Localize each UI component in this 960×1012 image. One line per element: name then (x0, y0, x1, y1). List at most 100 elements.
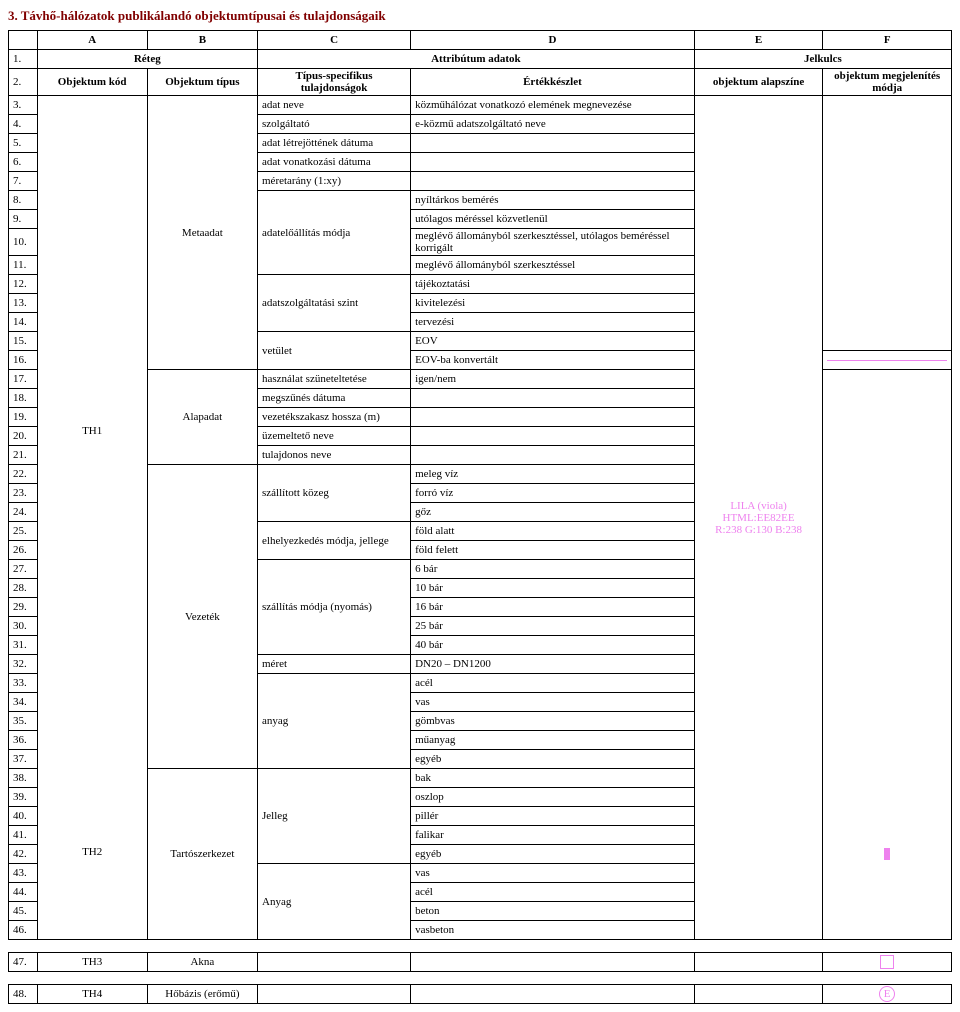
row1-reteg: Réteg (37, 50, 257, 69)
cell: használat szüneteltetése (258, 370, 411, 389)
alapadat-cell: Alapadat (147, 370, 257, 465)
cell (411, 446, 695, 465)
cell: utólagos méréssel közvetlenül (411, 210, 695, 229)
empty-b-col: TH1 TH2 (37, 96, 147, 940)
cell: vasbeton (411, 921, 695, 940)
cell: adatelőállítás módja (258, 191, 411, 275)
cell: e-közmű adatszolgáltató neve (411, 115, 695, 134)
cell: szállítás módja (nyomás) (258, 560, 411, 655)
spacer (9, 972, 952, 985)
row-num: 3. (9, 96, 38, 115)
row-num: 1. (9, 50, 38, 69)
row-num: 2. (9, 69, 38, 96)
cell: föld alatt (411, 522, 695, 541)
cell: 16 bár (411, 598, 695, 617)
row-num: 23. (9, 484, 38, 503)
row-num: 38. (9, 769, 38, 788)
cell: megszűnés dátuma (258, 389, 411, 408)
row-num: 25. (9, 522, 38, 541)
cell: méretarány (1:xy) (258, 172, 411, 191)
row2-d: Típus-specifikus tulajdonságok (258, 69, 411, 96)
row-num: 30. (9, 617, 38, 636)
row-num: 9. (9, 210, 38, 229)
row-num: 45. (9, 902, 38, 921)
cell (694, 953, 823, 972)
cell: igen/nem (411, 370, 695, 389)
cell: meleg víz (411, 465, 695, 484)
cell: adat létrejöttének dátuma (258, 134, 411, 153)
g-block2 (823, 370, 952, 940)
cell: adatszolgáltatási szint (258, 275, 411, 332)
cell: tervezési (411, 313, 695, 332)
row-num: 4. (9, 115, 38, 134)
vezetek-cell: Vezeték (147, 465, 257, 769)
cell (411, 427, 695, 446)
row-num: 22. (9, 465, 38, 484)
cell: bak (411, 769, 695, 788)
row-num: 13. (9, 294, 38, 313)
cell: szállított közeg (258, 465, 411, 522)
row2-c: Objektum típus (147, 69, 257, 96)
cell: EOV (411, 332, 695, 351)
cell: pillér (411, 807, 695, 826)
row-num: 16. (9, 351, 38, 370)
row-num: 40. (9, 807, 38, 826)
cell: beton (411, 902, 695, 921)
cell: Anyag (258, 864, 411, 940)
row-num: 34. (9, 693, 38, 712)
b-label: TH1 (38, 425, 147, 437)
cell: oszlop (411, 788, 695, 807)
row-num: 12. (9, 275, 38, 294)
col-B: B (147, 31, 257, 50)
cell: vas (411, 864, 695, 883)
row-num: 11. (9, 256, 38, 275)
row-num: 6. (9, 153, 38, 172)
cell: vas (411, 693, 695, 712)
cell: 25 bár (411, 617, 695, 636)
cell: vezetékszakasz hossza (m) (258, 408, 411, 427)
row-num: 19. (9, 408, 38, 427)
row1-attr: Attribútum adatok (258, 50, 695, 69)
th4-cell: TH4 (37, 985, 147, 1004)
page-title: 3. Távhő-hálózatok publikálandó objektum… (8, 8, 952, 24)
row-num: 44. (9, 883, 38, 902)
cell: 6 bár (411, 560, 695, 579)
hobazis-cell: Hőbázis (erőmű) (147, 985, 257, 1004)
filled-rect-symbol (884, 848, 890, 860)
corner-cell (9, 31, 38, 50)
circle-e-symbol: E (823, 985, 952, 1004)
row-num: 48. (9, 985, 38, 1004)
cell: kivitelezési (411, 294, 695, 313)
cell: adat neve (258, 96, 411, 115)
row-num: 28. (9, 579, 38, 598)
row-num: 29. (9, 598, 38, 617)
cell: adat vonatkozási dátuma (258, 153, 411, 172)
color-l2: HTML:EE82EE (723, 512, 795, 524)
row-num: 37. (9, 750, 38, 769)
line-symbol (823, 351, 952, 370)
cell (258, 953, 411, 972)
cell: műanyag (411, 731, 695, 750)
row2-e: Értékkészlet (411, 69, 695, 96)
cell: anyag (258, 674, 411, 769)
cell (694, 985, 823, 1004)
cell (411, 953, 695, 972)
row-num: 10. (9, 229, 38, 256)
cell: meglévő állományból szerkesztéssel, utól… (411, 229, 695, 256)
cell: gömbvas (411, 712, 695, 731)
cell (411, 153, 695, 172)
main-table: A B C D E F 1. Réteg Attribútum adatok J… (8, 30, 952, 1004)
cell: üzemeltető neve (258, 427, 411, 446)
cell: falikar (411, 826, 695, 845)
cell: egyéb (411, 750, 695, 769)
cell: meglévő állományból szerkesztéssel (411, 256, 695, 275)
row-num: 32. (9, 655, 38, 674)
row-num: 26. (9, 541, 38, 560)
color-l1: LILA (viola) (730, 500, 787, 512)
color-label: LILA (viola) HTML:EE82EE R:238 G:130 B:2… (694, 96, 823, 940)
row-num: 36. (9, 731, 38, 750)
cell: szolgáltató (258, 115, 411, 134)
b-label: TH2 (38, 846, 147, 858)
metaadat-cell: Metaadat (147, 96, 257, 370)
cell: forró víz (411, 484, 695, 503)
